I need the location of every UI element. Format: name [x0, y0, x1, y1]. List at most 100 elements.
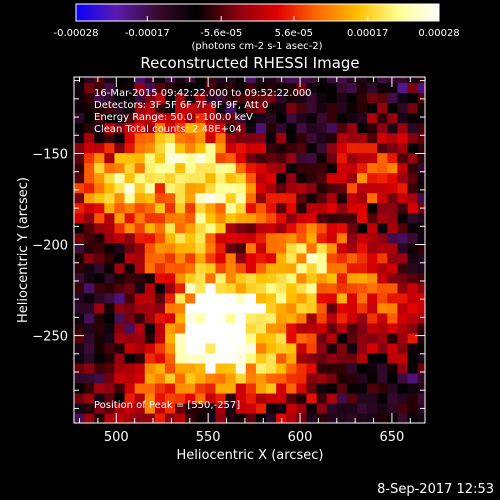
heatmap-cell: [276, 192, 287, 204]
heatmap-cell: [255, 112, 267, 124]
heatmap-cell: [235, 292, 247, 304]
heatmap-cell: [124, 102, 136, 114]
heatmap-cell: [397, 352, 409, 364]
heatmap-cell: [336, 112, 348, 124]
heatmap-cell: [185, 402, 196, 414]
heatmap-cell: [154, 92, 166, 104]
heatmap-cell: [124, 152, 136, 164]
heatmap-cell: [215, 102, 227, 114]
heatmap-cell: [124, 302, 136, 314]
heatmap-cell: [74, 182, 85, 194]
heatmap-cell: [296, 122, 308, 134]
heatmap-cell: [397, 242, 409, 254]
heatmap-cell: [195, 312, 206, 324]
heatmap-cell: [205, 132, 217, 144]
heatmap-cell: [245, 372, 257, 384]
heatmap-cell: [104, 162, 116, 174]
heatmap-cell: [357, 142, 368, 154]
heatmap-cell: [175, 222, 186, 234]
heatmap-cell: [357, 132, 368, 144]
heatmap-cell: [114, 152, 126, 164]
heatmap-cell: [255, 172, 267, 184]
heatmap-cell: [245, 352, 257, 364]
heatmap-cell: [357, 77, 368, 84]
heatmap-cell: [205, 372, 217, 384]
heatmap-cell: [367, 202, 378, 214]
heatmap-cell: [336, 292, 348, 304]
heatmap-cell: [245, 282, 257, 294]
heatmap-cell: [276, 222, 287, 234]
heatmap-cell: [387, 142, 399, 154]
heatmap-cell: [316, 77, 328, 84]
heatmap-cell: [94, 302, 105, 314]
heatmap-cell: [215, 362, 227, 374]
heatmap-cell: [286, 322, 297, 334]
heatmap-cell: [225, 382, 237, 394]
heatmap-cell: [124, 232, 136, 244]
heatmap-cell: [164, 322, 176, 334]
heatmap-cell: [286, 102, 297, 114]
heatmap-cell: [134, 372, 146, 384]
heatmap-cell: [306, 192, 318, 204]
heatmap-cell: [154, 162, 166, 174]
heatmap-cell: [306, 77, 318, 84]
heatmap-cell: [94, 412, 105, 423]
heatmap-cell: [74, 162, 85, 174]
heatmap-cell: [74, 402, 85, 414]
heatmap-cell: [387, 92, 399, 104]
heatmap-cell: [336, 352, 348, 364]
heatmap-cell: [235, 102, 247, 114]
heatmap-cell: [185, 212, 196, 224]
heatmap-cell: [336, 92, 348, 104]
heatmap-cell: [266, 142, 277, 154]
heatmap-cell: [255, 352, 267, 364]
heatmap-cell: [104, 302, 116, 314]
heatmap-cell: [205, 192, 217, 204]
heatmap-cell: [407, 252, 419, 264]
heatmap-cell: [296, 412, 308, 423]
heatmap-cell: [154, 382, 166, 394]
heatmap-cell: [164, 272, 176, 284]
heatmap-cell: [215, 322, 227, 334]
heatmap-cell: [346, 252, 358, 264]
heatmap-cell: [387, 412, 399, 423]
heatmap-cell: [84, 362, 95, 374]
heatmap-cell: [84, 152, 95, 164]
heatmap-cell: [114, 202, 126, 214]
heatmap-cell: [346, 312, 358, 324]
heatmap-cell: [255, 242, 267, 254]
heatmap-cell: [195, 352, 206, 364]
heatmap-cell: [104, 192, 116, 204]
heatmap-cell: [114, 182, 126, 194]
heatmap-cell: [316, 372, 328, 384]
heatmap-cell: [134, 192, 146, 204]
heatmap-cell: [266, 82, 277, 94]
heatmap-cell: [245, 152, 257, 164]
heatmap-cell: [185, 342, 196, 354]
heatmap-cell: [377, 342, 388, 354]
heatmap-cell: [346, 412, 358, 423]
heatmap-cell: [336, 412, 348, 423]
heatmap-cell: [296, 292, 308, 304]
heatmap-cell: [235, 252, 247, 264]
heatmap-cell: [326, 372, 338, 384]
heatmap-cell: [266, 192, 277, 204]
heatmap-cell: [276, 392, 287, 404]
heatmap-cell: [215, 142, 227, 154]
heatmap-cell: [387, 372, 399, 384]
heatmap-cell: [407, 77, 419, 84]
heatmap-cell: [255, 192, 267, 204]
heatmap-cell: [124, 352, 136, 364]
heatmap-cell: [266, 342, 277, 354]
annotation-peak: Position of Peak = [550,-257]: [94, 400, 240, 411]
heatmap-cell: [286, 282, 297, 294]
heatmap-cell: [215, 402, 227, 414]
heatmap-cell: [154, 212, 166, 224]
heatmap-cell: [185, 92, 196, 104]
heatmap-cell: [276, 292, 287, 304]
heatmap-cell: [144, 232, 156, 244]
heatmap-cell: [316, 302, 328, 314]
heatmap-cell: [336, 262, 348, 274]
heatmap-cell: [134, 402, 146, 414]
heatmap-cell: [296, 242, 308, 254]
